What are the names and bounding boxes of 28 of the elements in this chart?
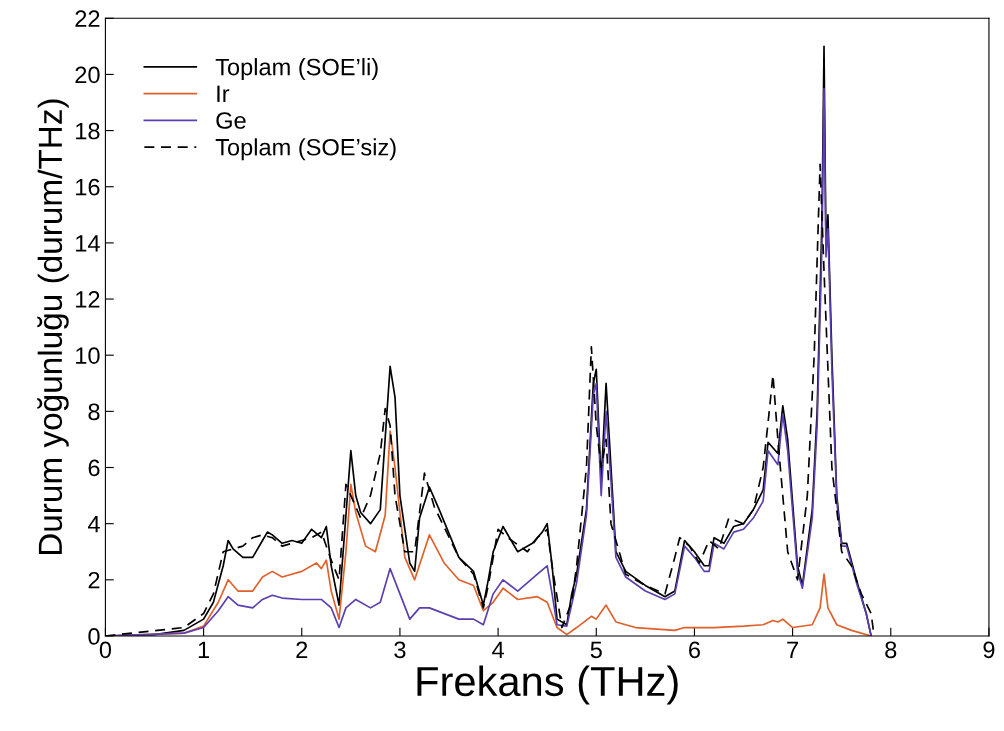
x-tick-label: 4 <box>492 641 504 658</box>
x-tick-label: 2 <box>296 641 308 658</box>
x-tick-label: 7 <box>787 641 798 658</box>
y-tick-label: 20 <box>75 66 100 84</box>
y-tick-label: 16 <box>76 178 100 196</box>
x-tick-label: 3 <box>394 641 406 659</box>
y-tick-label: 18 <box>76 122 100 140</box>
y-tick-label: 4 <box>87 515 100 533</box>
legend-label: Toplam (SOE’li) <box>215 58 378 81</box>
x-tick-label: 8 <box>885 641 897 659</box>
x-tick-label: 5 <box>590 641 602 659</box>
y-tick-label: 12 <box>76 291 100 308</box>
y-tick-label: 0 <box>88 628 100 645</box>
x-axis-title: Frekans (THz) <box>417 665 678 705</box>
x-tick-label: 0 <box>99 641 112 659</box>
y-tick-label: 2 <box>88 571 100 589</box>
legend-label: Toplam (SOE’siz) <box>215 138 396 161</box>
legend-label: Ge <box>216 112 246 129</box>
x-tick-label: 9 <box>983 641 995 659</box>
x-tick-label: 1 <box>198 641 209 658</box>
y-axis-title: Durum yoğunluğu (durum/THz) <box>37 99 69 555</box>
y-tick-label: 22 <box>75 10 100 27</box>
legend-label: Ir <box>217 85 230 102</box>
y-tick-label: 10 <box>76 347 100 364</box>
y-tick-label: 6 <box>88 459 100 477</box>
x-tick-label: 6 <box>689 641 700 659</box>
y-tick-label: 8 <box>88 403 100 421</box>
y-tick-label: 14 <box>76 235 100 252</box>
